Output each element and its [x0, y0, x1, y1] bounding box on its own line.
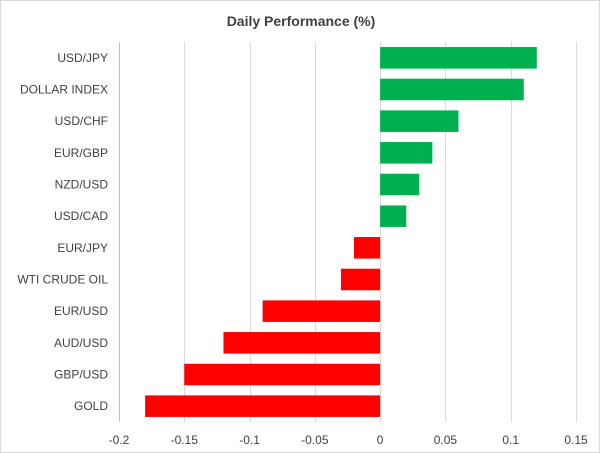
x-tick-labels: -0.2 -0.15 -0.1 -0.05 0 0.05 0.1 0.15	[109, 433, 588, 447]
x-tick-label: 0.1	[502, 433, 519, 447]
bar-usd-chf	[380, 110, 459, 132]
gridlines	[119, 42, 577, 422]
bar-gbp-usd	[184, 363, 381, 386]
x-tick-label: 0.05	[434, 433, 458, 447]
category-label: GBP/USD	[54, 368, 108, 382]
category-label: GOLD	[74, 399, 108, 413]
chart-title: Daily Performance (%)	[227, 13, 376, 29]
category-label: EUR/USD	[54, 304, 108, 318]
bar-usd-jpy	[380, 47, 537, 69]
x-tick-label: 0.15	[564, 433, 588, 447]
bar-eur-jpy	[354, 237, 381, 259]
category-label: WTI CRUDE OIL	[17, 273, 108, 287]
category-labels: USD/JPY DOLLAR INDEX USD/CHF EUR/GBP NZD/USD…	[17, 51, 108, 413]
category-label: NZD/USD	[55, 178, 109, 192]
bar-usd-cad	[380, 205, 407, 227]
x-tick-label: -0.15	[171, 433, 199, 447]
x-tick-label: 0	[377, 433, 384, 447]
category-label: EUR/JPY	[57, 241, 108, 255]
bar-aud-usd	[223, 332, 381, 354]
bar-gold	[145, 395, 381, 417]
category-label: USD/CHF	[55, 114, 108, 128]
category-label: USD/JPY	[57, 51, 108, 65]
category-label: DOLLAR INDEX	[20, 83, 108, 97]
x-tick-label: -0.1	[239, 433, 260, 447]
category-label: USD/CAD	[54, 209, 108, 223]
x-tick-label: -0.05	[301, 433, 329, 447]
category-label: EUR/GBP	[54, 146, 108, 160]
bars	[145, 47, 537, 417]
x-tick-label: -0.2	[109, 433, 130, 447]
category-label: AUD/USD	[54, 336, 108, 350]
bar-wti-crude-oil	[340, 268, 381, 291]
bar-eur-gbp	[380, 142, 433, 164]
bar-dollar-index	[380, 78, 524, 101]
bar-nzd-usd	[380, 173, 420, 196]
bar-eur-usd	[262, 300, 381, 322]
